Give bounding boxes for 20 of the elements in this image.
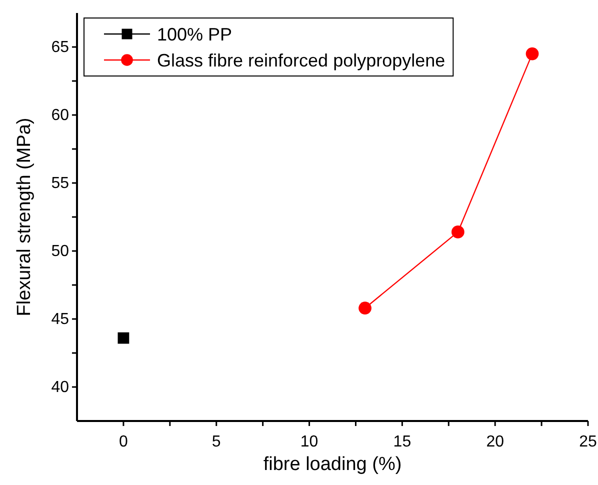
y-tick-label: 55 bbox=[51, 175, 70, 192]
point bbox=[451, 226, 464, 238]
point bbox=[118, 332, 130, 344]
x-tick-label: 15 bbox=[393, 434, 412, 451]
y-tick-label: 65 bbox=[51, 39, 70, 56]
x-axis-title: fibre loading (%) bbox=[263, 454, 402, 475]
y-tick-label: 45 bbox=[51, 311, 70, 328]
point bbox=[526, 47, 539, 60]
legend-label: 100% PP bbox=[157, 24, 232, 44]
x-tick-label: 5 bbox=[212, 434, 221, 451]
x-tick-label: 0 bbox=[119, 434, 128, 451]
x-tick-label: 25 bbox=[579, 434, 597, 451]
legend-label: Glass fibre reinforced polypropylene bbox=[157, 50, 446, 70]
y-tick-label: 60 bbox=[51, 107, 70, 124]
y-tick-label: 50 bbox=[51, 243, 70, 260]
y-axis-title: Flexural strength (MPa) bbox=[14, 118, 35, 316]
y-tick-label: 40 bbox=[51, 379, 70, 396]
x-tick-label: 10 bbox=[300, 434, 318, 451]
x-tick-label: 20 bbox=[486, 434, 504, 451]
point bbox=[358, 302, 372, 315]
